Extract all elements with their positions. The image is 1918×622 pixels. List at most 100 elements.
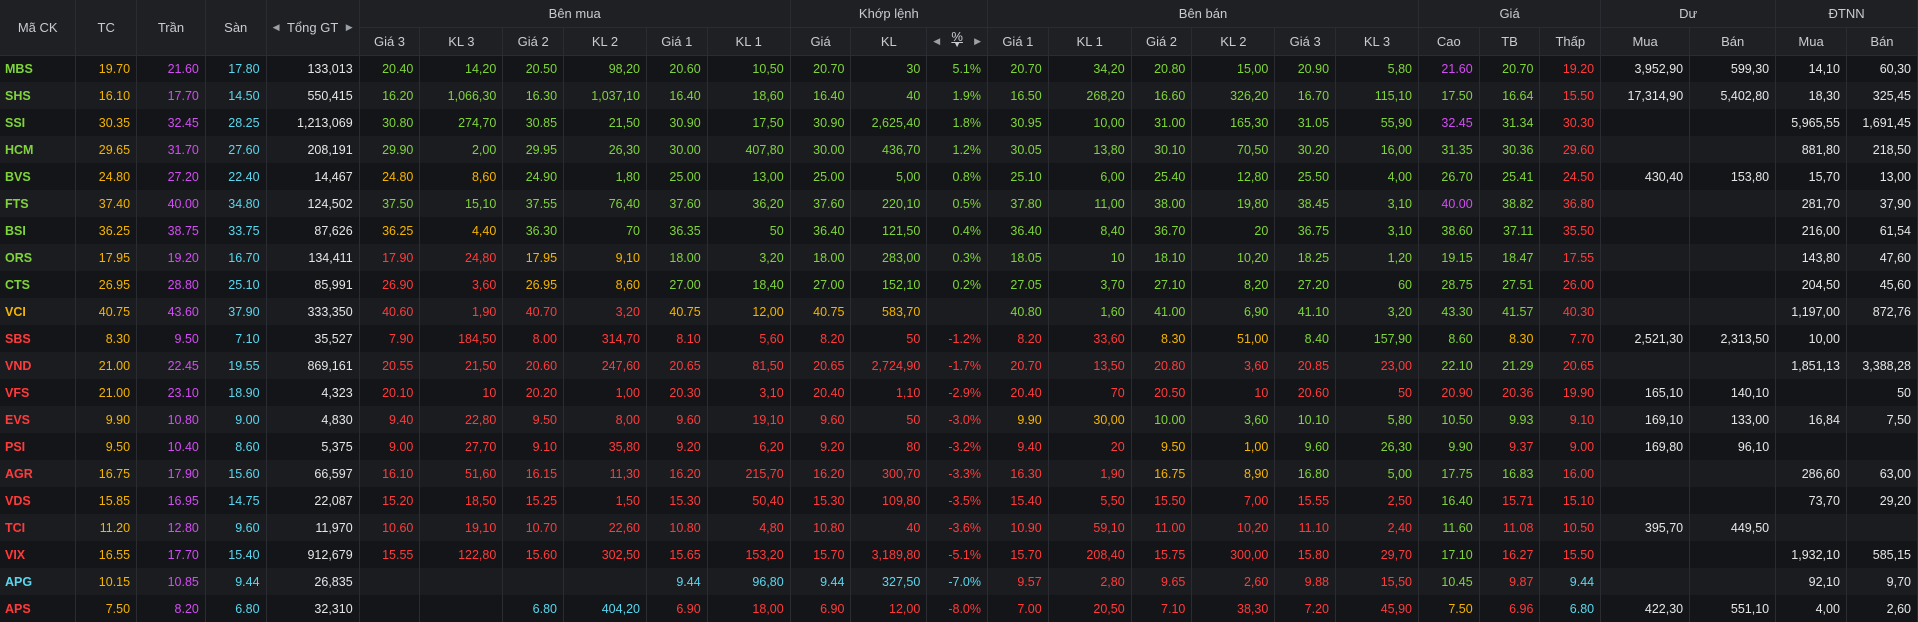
- cell-symbol[interactable]: MBS: [0, 55, 77, 82]
- cell-symbol[interactable]: FTS: [0, 190, 77, 217]
- table-row-vds[interactable]: VDS 15.85 16.95 14.75 22,087 15.20 18,50 15.25 1…: [0, 487, 1918, 514]
- cell-match-price: 16.20: [790, 460, 852, 487]
- cell-symbol[interactable]: ORS: [0, 244, 77, 271]
- cell-symbol[interactable]: CTS: [0, 271, 77, 298]
- col-buy-price-1[interactable]: Giá 1: [646, 27, 708, 56]
- toggle-right-icon[interactable]: ▶: [974, 35, 981, 46]
- col-floor[interactable]: Sàn: [205, 0, 267, 56]
- col-sell-price-2[interactable]: Giá 2: [1131, 27, 1193, 56]
- table-row-apg[interactable]: APG 10.15 10.85 9.44 26,835 9.44 96,80 9.44 327,…: [0, 568, 1918, 595]
- cell-symbol[interactable]: BVS: [0, 163, 77, 190]
- table-row-psi[interactable]: PSI 9.50 10.40 8.60 5,375 9.00 27,70 9.10 35,80 9…: [0, 433, 1918, 460]
- col-buy-price-2[interactable]: Giá 2: [502, 27, 565, 56]
- cell-buy-vol-1: 36,20: [707, 190, 791, 217]
- col-match-vol[interactable]: KL: [850, 27, 928, 56]
- cell-sell-price-1: 9.40: [987, 433, 1049, 460]
- table-row-vix[interactable]: VIX 16.55 17.70 15.40 912,679 15.55 122,80 15.6…: [0, 541, 1918, 568]
- col-match-pct[interactable]: ◀ % ▼ ▶: [926, 27, 988, 56]
- col-sell-price-3[interactable]: Giá 3: [1274, 27, 1337, 56]
- table-row-sbs[interactable]: SBS 8.30 9.50 7.10 35,527 7.90 184,50 8.00 314,7…: [0, 325, 1918, 352]
- cell-match-pct: 1.2%: [926, 136, 988, 163]
- col-foreign-sell[interactable]: Bán: [1846, 27, 1918, 56]
- col-buy-vol-2[interactable]: KL 2: [563, 27, 647, 56]
- cell-total-value: 22,087: [266, 487, 360, 514]
- col-remaining-buy[interactable]: Mua: [1600, 27, 1691, 56]
- cell-buy-vol-3: 19,10: [419, 514, 504, 541]
- table-row-vnd[interactable]: VND 21.00 22.45 19.55 869,161 20.55 21,50 20.60…: [0, 352, 1918, 379]
- cell-sell-price-3: 15.80: [1274, 541, 1337, 568]
- cell-sell-vol-1: 268,20: [1048, 82, 1132, 109]
- table-row-fts[interactable]: FTS 37.40 40.00 34.80 124,502 37.50 15,10 37.55…: [0, 190, 1918, 217]
- cell-symbol[interactable]: VIX: [0, 541, 77, 568]
- cell-foreign-buy: 14,10: [1775, 55, 1847, 82]
- table-row-shs[interactable]: SHS 16.10 17.70 14.50 550,415 16.20 1,066,30 16…: [0, 82, 1918, 109]
- cell-symbol[interactable]: VND: [0, 352, 77, 379]
- table-row-mbs[interactable]: MBS 19.70 21.60 17.80 133,013 20.40 14,20 20.50…: [0, 55, 1918, 82]
- cell-foreign-buy: 204,50: [1775, 271, 1847, 298]
- scroll-right-icon[interactable]: ▶: [345, 21, 353, 32]
- col-low[interactable]: Thấp: [1539, 27, 1602, 56]
- cell-symbol[interactable]: HCM: [0, 136, 77, 163]
- cell-symbol[interactable]: VFS: [0, 379, 77, 406]
- cell-symbol[interactable]: SHS: [0, 82, 77, 109]
- col-remaining-sell[interactable]: Bán: [1689, 27, 1777, 56]
- cell-symbol[interactable]: PSI: [0, 433, 77, 460]
- table-row-vci[interactable]: VCI 40.75 43.60 37.90 333,350 40.60 1,90 40.70 3…: [0, 298, 1918, 325]
- cell-ceiling: 38.75: [136, 217, 206, 244]
- cell-buy-price-3: 24.80: [359, 163, 421, 190]
- scroll-left-icon[interactable]: ◀: [272, 21, 280, 32]
- col-symbol[interactable]: Mã CK: [0, 0, 77, 56]
- cell-low: 15.50: [1539, 541, 1602, 568]
- table-row-ors[interactable]: ORS 17.95 19.20 16.70 134,411 17.90 24,80 17.95…: [0, 244, 1918, 271]
- table-row-bsi[interactable]: BSI 36.25 38.75 33.75 87,626 36.25 4,40 36.30 70…: [0, 217, 1918, 244]
- table-row-bvs[interactable]: BVS 24.80 27.20 22.40 14,467 24.80 8,60 24.90 1,…: [0, 163, 1918, 190]
- cell-symbol[interactable]: SSI: [0, 109, 77, 136]
- table-row-vfs[interactable]: VFS 21.00 23.10 18.90 4,323 20.10 10 20.20 1,00 2…: [0, 379, 1918, 406]
- col-high[interactable]: Cao: [1418, 27, 1480, 56]
- table-row-aps[interactable]: APS 7.50 8.20 6.80 32,310 6.80 404,20 6.90 18,00…: [0, 595, 1918, 622]
- col-buy-vol-3[interactable]: KL 3: [419, 27, 504, 56]
- col-average[interactable]: TB: [1479, 27, 1541, 56]
- col-buy-vol-1[interactable]: KL 1: [707, 27, 791, 56]
- table-row-evs[interactable]: EVS 9.90 10.80 9.00 4,830 9.40 22,80 9.50 8,00 9.…: [0, 406, 1918, 433]
- col-total-value[interactable]: ◀ Tổng GT ▶: [266, 0, 360, 56]
- cell-remaining-buy: [1600, 460, 1691, 487]
- cell-average: 18.47: [1479, 244, 1541, 271]
- cell-buy-vol-3: 3,60: [419, 271, 504, 298]
- col-sell-vol-2[interactable]: KL 2: [1191, 27, 1276, 56]
- cell-low: 15.10: [1539, 487, 1602, 514]
- cell-symbol[interactable]: VCI: [0, 298, 77, 325]
- table-row-ssi[interactable]: SSI 30.35 32.45 28.25 1,213,069 30.80 274,70 30…: [0, 109, 1918, 136]
- col-ceiling[interactable]: Trần: [136, 0, 206, 56]
- cell-symbol[interactable]: EVS: [0, 406, 77, 433]
- table-row-agr[interactable]: AGR 16.75 17.90 15.60 66,597 16.10 51,60 16.15 1…: [0, 460, 1918, 487]
- cell-symbol[interactable]: BSI: [0, 217, 77, 244]
- cell-foreign-sell: [1846, 325, 1918, 352]
- col-sell-price-1[interactable]: Giá 1: [987, 27, 1049, 56]
- cell-reference: 8.30: [75, 325, 138, 352]
- cell-buy-vol-1: 12,00: [707, 298, 791, 325]
- table-row-hcm[interactable]: HCM 29.65 31.70 27.60 208,191 29.90 2,00 29.95 2…: [0, 136, 1918, 163]
- cell-foreign-sell: 61,54: [1846, 217, 1918, 244]
- cell-buy-vol-3: 10: [419, 379, 504, 406]
- table-row-tci[interactable]: TCI 11.20 12.80 9.60 11,970 10.60 19,10 10.70 22…: [0, 514, 1918, 541]
- cell-remaining-sell: 2,313,50: [1689, 325, 1777, 352]
- cell-symbol[interactable]: APS: [0, 595, 77, 622]
- cell-floor: 22.40: [205, 163, 267, 190]
- cell-symbol[interactable]: SBS: [0, 325, 77, 352]
- cell-total-value: 11,970: [266, 514, 360, 541]
- cell-symbol[interactable]: APG: [0, 568, 77, 595]
- cell-symbol[interactable]: VDS: [0, 487, 77, 514]
- cell-symbol[interactable]: TCI: [0, 514, 77, 541]
- table-row-cts[interactable]: CTS 26.95 28.80 25.10 85,991 26.90 3,60 26.95 8,…: [0, 271, 1918, 298]
- toggle-left-icon[interactable]: ◀: [933, 35, 941, 46]
- col-reference[interactable]: TC: [75, 0, 138, 56]
- cell-reference: 40.75: [75, 298, 138, 325]
- col-buy-price-3[interactable]: Giá 3: [359, 27, 421, 56]
- col-sell-vol-1[interactable]: KL 1: [1048, 27, 1132, 56]
- cell-symbol[interactable]: AGR: [0, 460, 77, 487]
- cell-foreign-sell: 13,00: [1846, 163, 1918, 190]
- col-foreign-buy[interactable]: Mua: [1775, 27, 1847, 56]
- col-sell-vol-3[interactable]: KL 3: [1335, 27, 1419, 56]
- col-match-price[interactable]: Giá: [790, 27, 852, 56]
